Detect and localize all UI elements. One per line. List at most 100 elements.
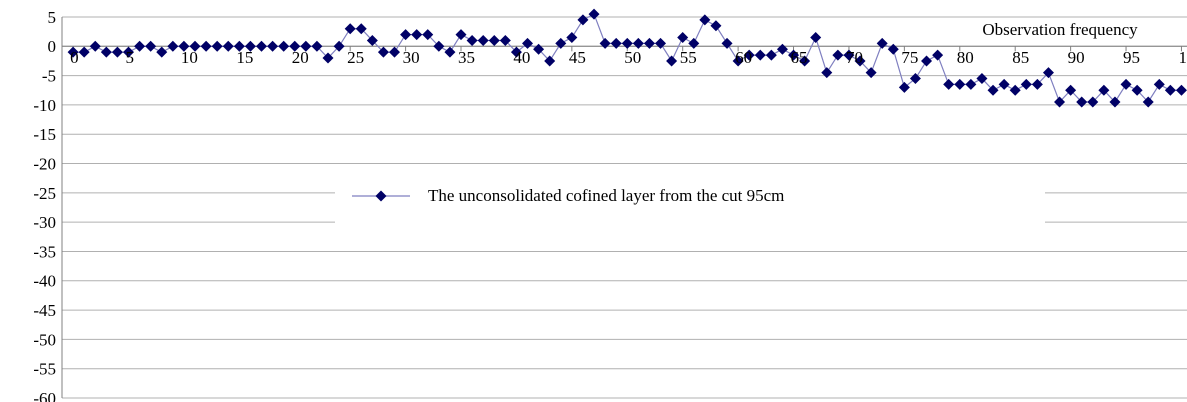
data-point bbox=[555, 37, 567, 49]
data-point bbox=[1020, 78, 1032, 90]
data-point bbox=[111, 46, 123, 58]
data-point bbox=[677, 32, 689, 44]
y-tick-label: -20 bbox=[33, 154, 56, 173]
data-point bbox=[444, 46, 456, 58]
x-tick-label: 90 bbox=[1068, 48, 1085, 67]
data-point bbox=[1054, 96, 1066, 108]
data-point bbox=[998, 78, 1010, 90]
data-point bbox=[433, 40, 445, 52]
data-point bbox=[876, 37, 888, 49]
data-point bbox=[976, 73, 988, 85]
data-point bbox=[799, 55, 811, 67]
data-point bbox=[610, 37, 622, 49]
data-point bbox=[710, 20, 722, 32]
data-point bbox=[810, 32, 822, 44]
data-point bbox=[898, 81, 910, 93]
data-point bbox=[1142, 96, 1154, 108]
data-point bbox=[954, 78, 966, 90]
y-tick-label: -35 bbox=[33, 242, 56, 261]
data-point bbox=[765, 49, 777, 61]
y-tick-label: -55 bbox=[33, 360, 56, 379]
data-point bbox=[134, 40, 146, 52]
data-point bbox=[200, 40, 212, 52]
x-tick-label: 50 bbox=[624, 48, 641, 67]
y-tick-label: 0 bbox=[48, 37, 57, 56]
data-point bbox=[366, 34, 378, 46]
data-point bbox=[222, 40, 234, 52]
y-tick-label: -5 bbox=[42, 67, 56, 86]
data-point bbox=[278, 40, 290, 52]
x-tick-label: 35 bbox=[458, 48, 475, 67]
x-tick-label: 65 bbox=[791, 48, 808, 67]
data-point bbox=[411, 29, 423, 41]
data-point bbox=[577, 14, 589, 26]
data-point bbox=[389, 46, 401, 58]
x-axis-title: Observation frequency bbox=[982, 20, 1138, 39]
data-point bbox=[754, 49, 766, 61]
x-tick-label: 95 bbox=[1123, 48, 1140, 67]
data-point bbox=[921, 55, 933, 67]
x-tick-label: 15 bbox=[236, 48, 253, 67]
x-tick-label: 20 bbox=[292, 48, 309, 67]
data-point bbox=[788, 49, 800, 61]
data-point bbox=[400, 29, 412, 41]
data-point bbox=[865, 67, 877, 79]
y-tick-label: -30 bbox=[33, 213, 56, 232]
data-point bbox=[311, 40, 323, 52]
data-point bbox=[211, 40, 223, 52]
data-point bbox=[300, 40, 312, 52]
data-point bbox=[233, 40, 245, 52]
legend-label: The unconsolidated cofined layer from th… bbox=[428, 186, 784, 205]
data-point bbox=[1120, 78, 1132, 90]
data-point bbox=[854, 55, 866, 67]
x-tick-label: 5 bbox=[126, 48, 135, 67]
x-tick-label: 85 bbox=[1012, 48, 1029, 67]
data-point bbox=[666, 55, 678, 67]
data-point bbox=[422, 29, 434, 41]
data-point bbox=[887, 43, 899, 55]
data-point bbox=[1109, 96, 1121, 108]
data-point bbox=[477, 34, 489, 46]
data-point bbox=[1164, 84, 1176, 96]
axis-title-box bbox=[945, 18, 1177, 44]
data-point bbox=[1076, 96, 1088, 108]
data-point bbox=[189, 40, 201, 52]
data-point bbox=[832, 49, 844, 61]
data-point bbox=[987, 84, 999, 96]
data-point bbox=[156, 46, 168, 58]
y-tick-label: -60 bbox=[33, 389, 56, 402]
data-point bbox=[821, 67, 833, 79]
x-tick-label: 75 bbox=[901, 48, 918, 67]
data-point bbox=[1098, 84, 1110, 96]
grid bbox=[61, 16, 1187, 399]
data-point bbox=[67, 46, 79, 58]
y-tick-label: -15 bbox=[33, 125, 56, 144]
data-point bbox=[1175, 84, 1187, 96]
x-tick-label: 55 bbox=[680, 48, 697, 67]
data-point bbox=[776, 43, 788, 55]
data-point bbox=[100, 46, 112, 58]
data-point bbox=[599, 37, 611, 49]
data-point bbox=[943, 78, 955, 90]
data-point bbox=[533, 43, 545, 55]
data-point bbox=[488, 34, 500, 46]
legend-marker bbox=[375, 190, 387, 202]
data-point bbox=[1031, 78, 1043, 90]
data-point bbox=[1153, 78, 1165, 90]
data-point bbox=[145, 40, 157, 52]
data-point bbox=[544, 55, 556, 67]
data-point bbox=[965, 78, 977, 90]
y-tick-label: -50 bbox=[33, 330, 56, 349]
data-point bbox=[909, 73, 921, 85]
data-point bbox=[89, 40, 101, 52]
data-point bbox=[1131, 84, 1143, 96]
legend-box bbox=[335, 170, 1045, 228]
y-tick-label: -25 bbox=[33, 184, 56, 203]
data-point bbox=[1087, 96, 1099, 108]
data-point bbox=[643, 37, 655, 49]
plot bbox=[67, 8, 1187, 108]
x-tick-label: 25 bbox=[347, 48, 364, 67]
data-point bbox=[244, 40, 256, 52]
data-point bbox=[333, 40, 345, 52]
data-point bbox=[178, 40, 190, 52]
